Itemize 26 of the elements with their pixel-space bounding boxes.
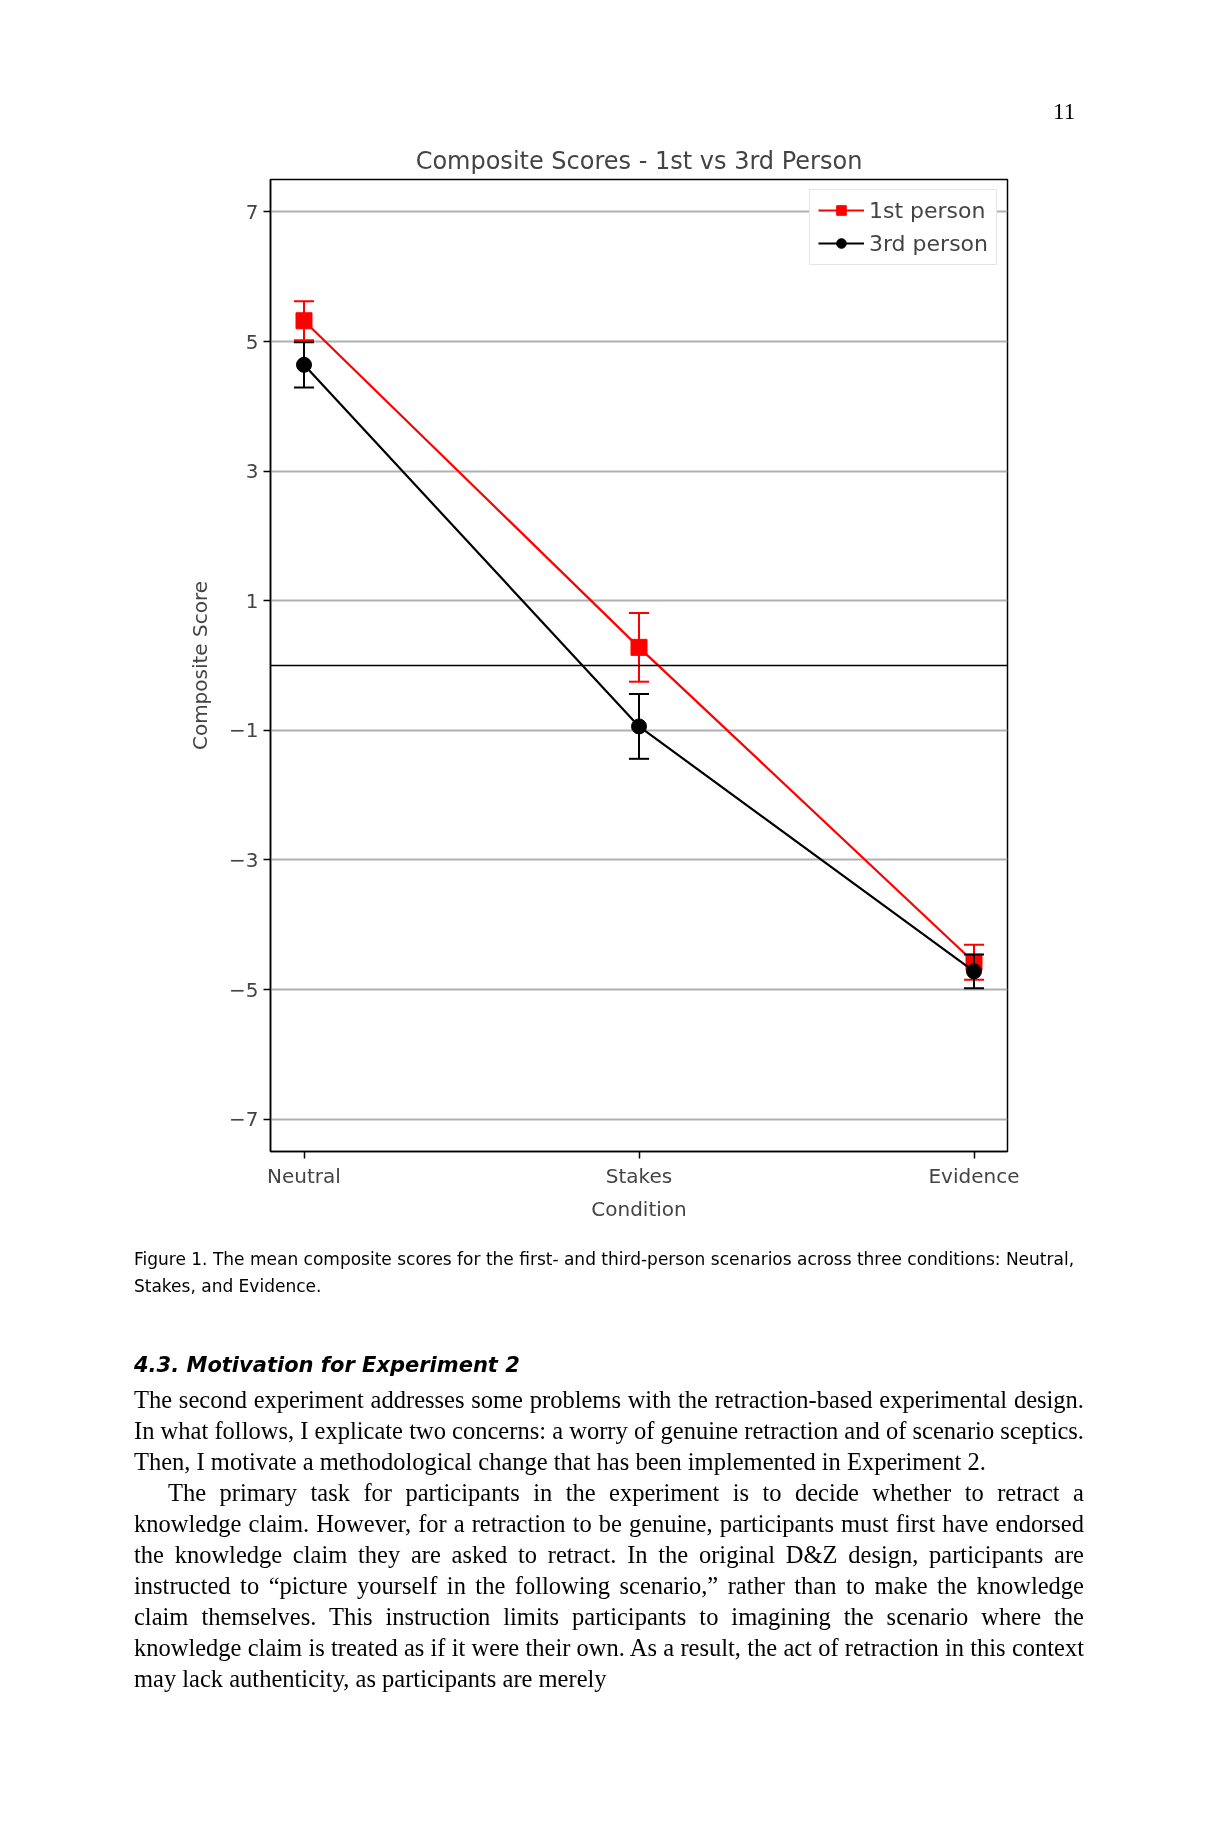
text: 11 (1053, 98, 1076, 126)
legend-label: 1st person (868, 197, 986, 223)
chart-title: Composite Scores - 1st vs 3rd Person (415, 146, 863, 175)
x-tick-label: Neutral (267, 1163, 341, 1188)
y-tick-label: 1 (245, 588, 259, 613)
y-axis-title: Composite Score (188, 580, 213, 750)
point (630, 638, 648, 656)
legend-label: 3rd person (868, 230, 988, 256)
x-tick-label: Stakes (605, 1163, 673, 1188)
x-tick-label: Evidence (928, 1163, 1020, 1188)
point (631, 718, 647, 735)
y-tick-label: −1 (229, 718, 259, 743)
point (966, 963, 982, 980)
y-tick-label: −5 (229, 977, 259, 1002)
y-tick-label: 3 (245, 458, 259, 483)
point (295, 312, 313, 330)
y-tick-label: −3 (229, 847, 259, 872)
text: The second experiment addresses some problems with the retraction-based experimental design. In what follows, I explicate two concerns: a worry of genuine retraction and of scenario sceptics. Then, I motivate a methodological change that has been implemented in Experiment 2. (134, 1384, 1084, 1477)
text: 4.3. Motivation for Experiment 2 (134, 1351, 520, 1379)
caption: Figure 1. The mean composite scores for the first- and third-person scenarios across three conditions: Neutral, Stakes, and Evidence. (134, 1247, 1076, 1298)
y-tick-label: 7 (245, 199, 259, 224)
point (296, 356, 312, 373)
text: The primary task for participants in the experiment is to decide whether to retract a knowledge claim. However, for a retraction to be genuine, participants must first have endorsed the knowledge claim they are asked to retract. In the original D&Z design, participants are instructed to “picture yourself in the following scenario,” rather than to make the knowledge claim themselves. This instruction limits participants to imagining the scenario where the knowledge claim is treated as if it were their own. As a result, the act of retraction in this context may lack authenticity, as participants are merely (134, 1477, 1084, 1694)
y-tick-label: 5 (245, 329, 259, 354)
x-axis-title: Condition (591, 1196, 687, 1221)
y-tick-label: −7 (229, 1106, 259, 1131)
